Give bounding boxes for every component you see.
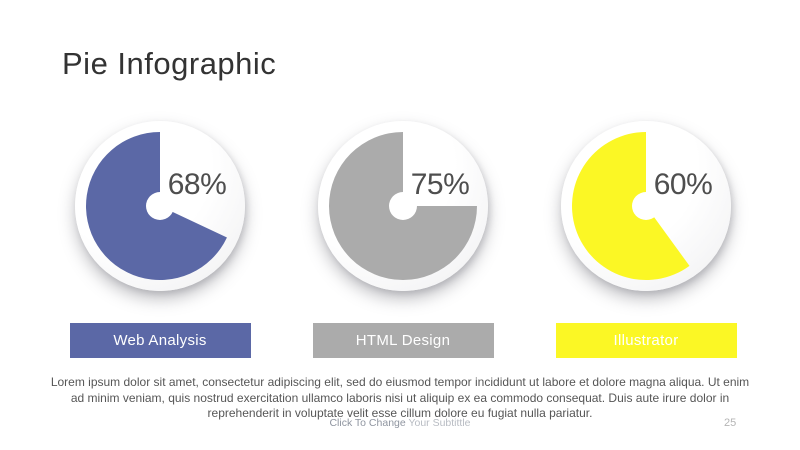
page-number: 25 — [724, 417, 737, 429]
pie-plate: 68% — [75, 121, 245, 291]
category-label-illustrator: Illustrator — [555, 323, 737, 358]
pie-plate: 60% — [561, 121, 731, 291]
pie-chart-web-analysis — [86, 132, 227, 280]
slide-title: Pie Infographic — [62, 46, 277, 81]
category-label-web-analysis: Web Analysis — [69, 323, 251, 358]
pie-chart-html-design — [329, 132, 477, 280]
pie-chart-group-web-analysis: 68% Web Analysis — [38, 121, 282, 358]
pie-value-label: 60% — [653, 168, 713, 201]
pie-value-label: 75% — [410, 168, 470, 201]
subtitle-placeholder-primary[interactable]: Click To Change — [329, 417, 406, 429]
body-paragraph: Lorem ipsum dolor sit amet, consectetur … — [50, 375, 750, 420]
subtitle-placeholder-secondary[interactable]: Your Subtittle — [408, 417, 471, 429]
pie-plate: 75% — [318, 121, 488, 291]
pie-chart-illustrator — [572, 132, 690, 280]
pie-chart-group-html-design: 75% HTML Design — [281, 121, 525, 358]
pie-value-label: 68% — [167, 168, 227, 201]
subtitle-placeholder[interactable]: Click To Change Your Subtittle — [0, 417, 800, 429]
category-label-html-design: HTML Design — [312, 323, 494, 358]
pie-chart-group-illustrator: 60% Illustrator — [524, 121, 768, 358]
